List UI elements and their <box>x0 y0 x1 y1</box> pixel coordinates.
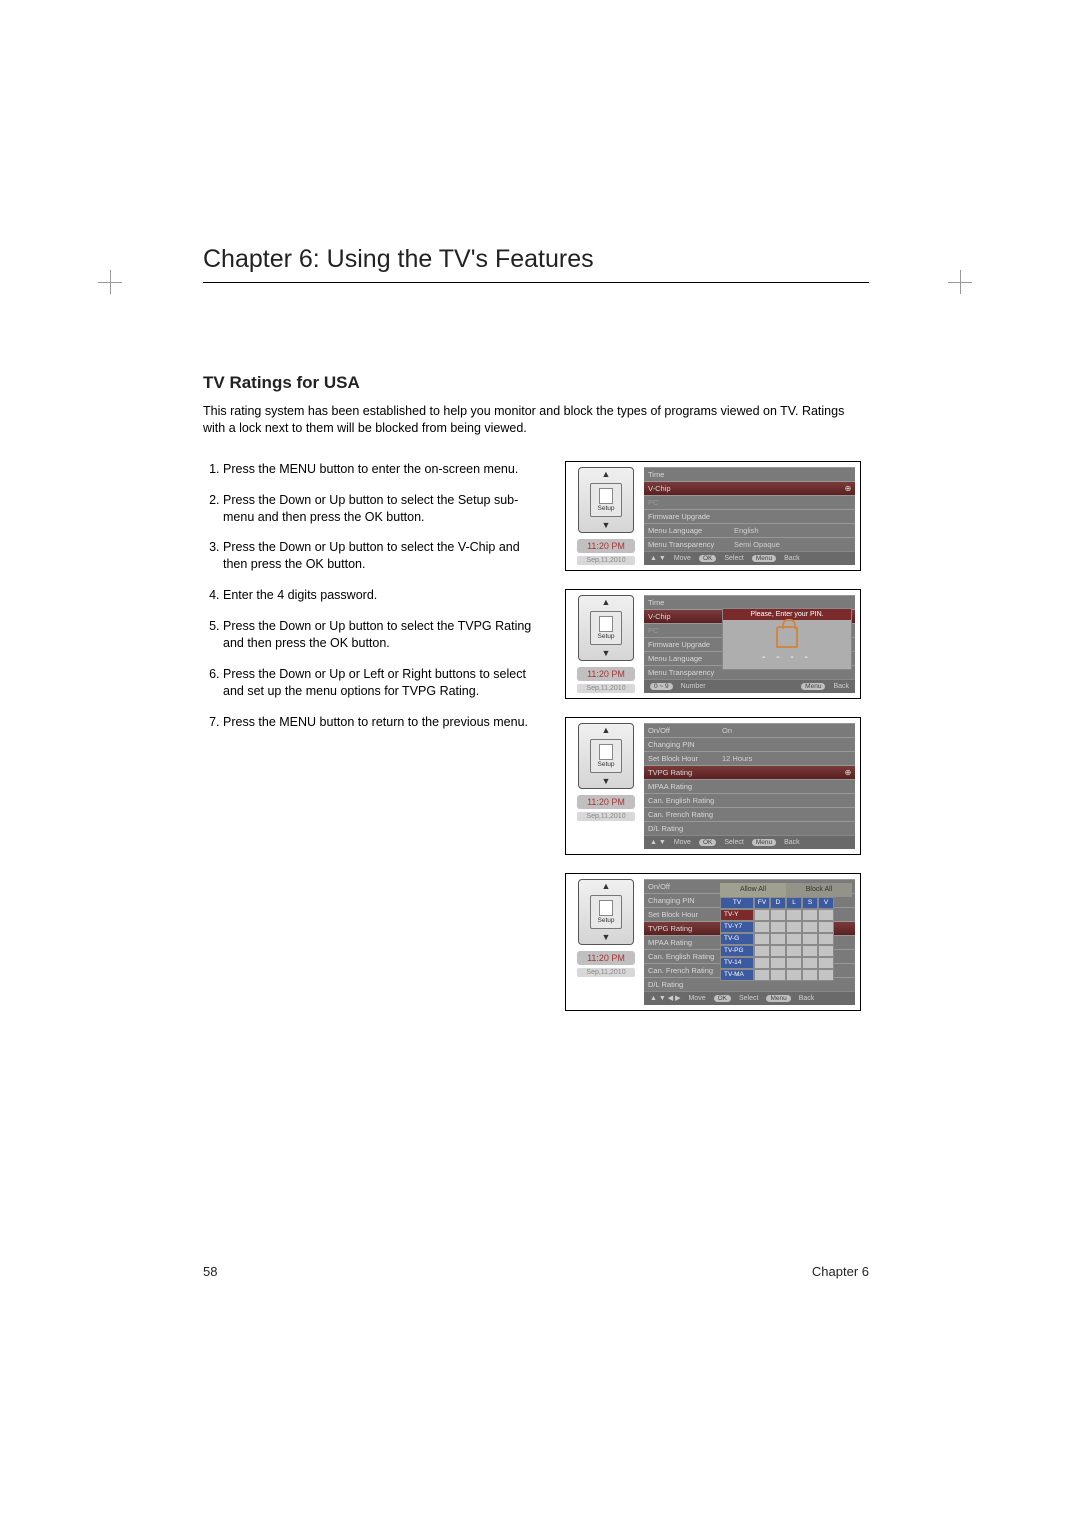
remote-icon: ▲ Setup ▼ <box>578 879 634 945</box>
tvpg-rating-grid: Allow All Block All TVFVDLSVTV-YTV-Y7TV-… <box>720 883 852 981</box>
remote-icon: ▲ Setup ▼ <box>578 467 634 533</box>
instruction-step: Press the Down or Up button to select th… <box>223 539 543 573</box>
date-badge: Sep,11,2010 <box>577 556 635 565</box>
page-footer: 58 Chapter 6 <box>203 1264 869 1279</box>
time-badge: 11:20 PM <box>577 539 635 553</box>
screenshots-column: ▲ Setup ▼ 11:20 PM Sep,11,2010 TimeV-Chi… <box>565 461 861 1011</box>
tab-block-all: Block All <box>786 883 852 897</box>
time-badge: 11:20 PM <box>577 795 635 809</box>
osd-menu-row: Can. English Rating <box>644 793 855 807</box>
instruction-step: Enter the 4 digits password. <box>223 587 543 604</box>
osd-sidebar: ▲ Setup ▼ 11:20 PM Sep,11,2010 <box>571 879 641 1005</box>
osd-menu-row: Time <box>644 595 855 609</box>
osd-sidebar: ▲ Setup ▼ 11:20 PM Sep,11,2010 <box>571 595 641 693</box>
instruction-step: Press the Down or Up or Left or Right bu… <box>223 666 543 700</box>
crop-mark <box>98 282 122 283</box>
date-badge: Sep,11,2010 <box>577 684 635 693</box>
osd-menu-row: D/L Rating <box>644 821 855 835</box>
footer-chapter: Chapter 6 <box>812 1264 869 1279</box>
osd-sidebar: ▲ Setup ▼ 11:20 PM Sep,11,2010 <box>571 723 641 849</box>
intro-text: This rating system has been established … <box>203 403 869 437</box>
osd-menu-row: TVPG Rating⊕ <box>644 765 855 779</box>
osd-footer: ▲ ▼Move OKSelect MenuBack <box>644 835 855 849</box>
osd-footer: ▲ ▼ ◀ ▶Move OKSelect MenuBack <box>644 991 855 1005</box>
osd-menu-row: V-Chip⊕ <box>644 481 855 495</box>
osd-menu-row: MPAA Rating <box>644 779 855 793</box>
osd-footer: 0 ~ 9Number MenuBack <box>644 679 855 693</box>
remote-icon: ▲ Setup ▼ <box>578 595 634 661</box>
osd-footer: ▲ ▼Move OKSelect MenuBack <box>644 551 855 565</box>
osd-menu: On/OffOnChanging PINSet Block Hour12 Hou… <box>644 723 855 849</box>
osd-menu-row: Time <box>644 467 855 481</box>
instruction-step: Press the MENU button to return to the p… <box>223 714 543 731</box>
osd-sidebar: ▲ Setup ▼ 11:20 PM Sep,11,2010 <box>571 467 641 565</box>
instruction-step: Press the MENU button to enter the on-sc… <box>223 461 543 478</box>
osd-menu-row: Menu LanguageEnglish <box>644 523 855 537</box>
instruction-step: Press the Down or Up button to select th… <box>223 618 543 652</box>
osd-screenshot-tvpg-select: ▲ Setup ▼ 11:20 PM Sep,11,2010 On/OffOnC… <box>565 717 861 855</box>
manual-page: Chapter 6: Using the TV's Features TV Ra… <box>203 245 869 1011</box>
osd-menu-row: Firmware Upgrade <box>644 509 855 523</box>
time-badge: 11:20 PM <box>577 667 635 681</box>
page-number: 58 <box>203 1264 217 1279</box>
osd-menu-row: Can. French Rating <box>644 807 855 821</box>
lock-icon <box>776 626 798 648</box>
section-title: TV Ratings for USA <box>203 373 869 393</box>
pin-entry-dialog: Please, Enter your PIN. - - - - <box>722 608 852 670</box>
remote-icon: ▲ Setup ▼ <box>578 723 634 789</box>
osd-menu-row: Changing PIN <box>644 737 855 751</box>
pin-digits: - - - - <box>762 652 812 663</box>
osd-menu-row: On/OffOn <box>644 723 855 737</box>
steps-column: Press the MENU button to enter the on-sc… <box>203 461 543 1011</box>
osd-menu: TimeV-Chip⊕PCFirmware UpgradeMenu Langua… <box>644 467 855 565</box>
osd-screenshot-pin-entry: ▲ Setup ▼ 11:20 PM Sep,11,2010 TimeV-Chi… <box>565 589 861 699</box>
steps-list: Press the MENU button to enter the on-sc… <box>203 461 543 731</box>
osd-menu-row: PC <box>644 495 855 509</box>
crop-mark <box>948 282 972 283</box>
osd-screenshot-setup-vchip: ▲ Setup ▼ 11:20 PM Sep,11,2010 TimeV-Chi… <box>565 461 861 571</box>
osd-menu-row: Menu TransparencySemi Opaque <box>644 537 855 551</box>
date-badge: Sep,11,2010 <box>577 812 635 821</box>
osd-menu-row: Set Block Hour12 Hours <box>644 751 855 765</box>
time-badge: 11:20 PM <box>577 951 635 965</box>
instruction-step: Press the Down or Up button to select th… <box>223 492 543 526</box>
date-badge: Sep,11,2010 <box>577 968 635 977</box>
osd-screenshot-tvpg-grid: ▲ Setup ▼ 11:20 PM Sep,11,2010 On/OffCha… <box>565 873 861 1011</box>
tab-allow-all: Allow All <box>720 883 786 897</box>
chapter-title: Chapter 6: Using the TV's Features <box>203 245 869 283</box>
